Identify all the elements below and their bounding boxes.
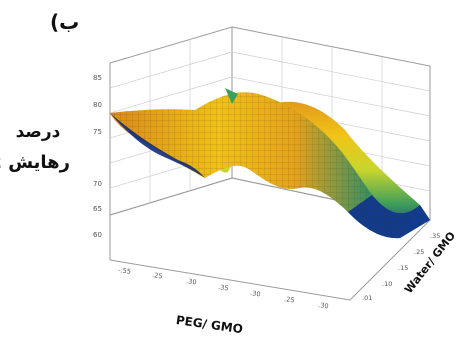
response-surface xyxy=(110,88,430,239)
z-tick: 80 xyxy=(93,101,102,109)
z-axis-ticks: 85 80 75 70 65 60 xyxy=(93,74,102,239)
surface-left-peak xyxy=(225,88,238,104)
x-tick: .35 xyxy=(218,283,229,292)
z-tick: 70 xyxy=(93,180,102,188)
y-tick: .35 xyxy=(430,232,440,240)
floor-front-edge xyxy=(109,219,431,301)
panel-label: (ب xyxy=(50,10,80,34)
y-axis-ticks: .35 .25 .15 .10 .01 xyxy=(362,232,440,302)
z-axis-label-line2: رهایش 2 xyxy=(0,152,70,173)
x-tick: .25 xyxy=(284,295,295,304)
x-tick: -.55 xyxy=(118,266,132,276)
z-axis-label-line1: درصد xyxy=(15,122,61,142)
y-tick: .15 xyxy=(398,264,408,272)
surface-mesh-overlay xyxy=(110,92,420,239)
x-tick: .25 xyxy=(152,271,163,280)
x-tick: .30 xyxy=(250,289,261,298)
z-tick: 85 xyxy=(93,74,102,82)
z-tick: 75 xyxy=(93,128,102,136)
z-tick: 60 xyxy=(93,231,102,239)
y-tick: .01 xyxy=(362,294,372,302)
z-tick: 65 xyxy=(93,205,102,213)
x-tick: .30 xyxy=(186,277,197,286)
y-tick: .10 xyxy=(382,280,392,288)
axis-box xyxy=(109,26,431,301)
x-tick: .30 xyxy=(318,301,329,310)
x-axis-ticks: -.55 .25 .30 .35 .30 .25 .30 xyxy=(118,266,329,310)
y-tick: .25 xyxy=(414,248,424,256)
